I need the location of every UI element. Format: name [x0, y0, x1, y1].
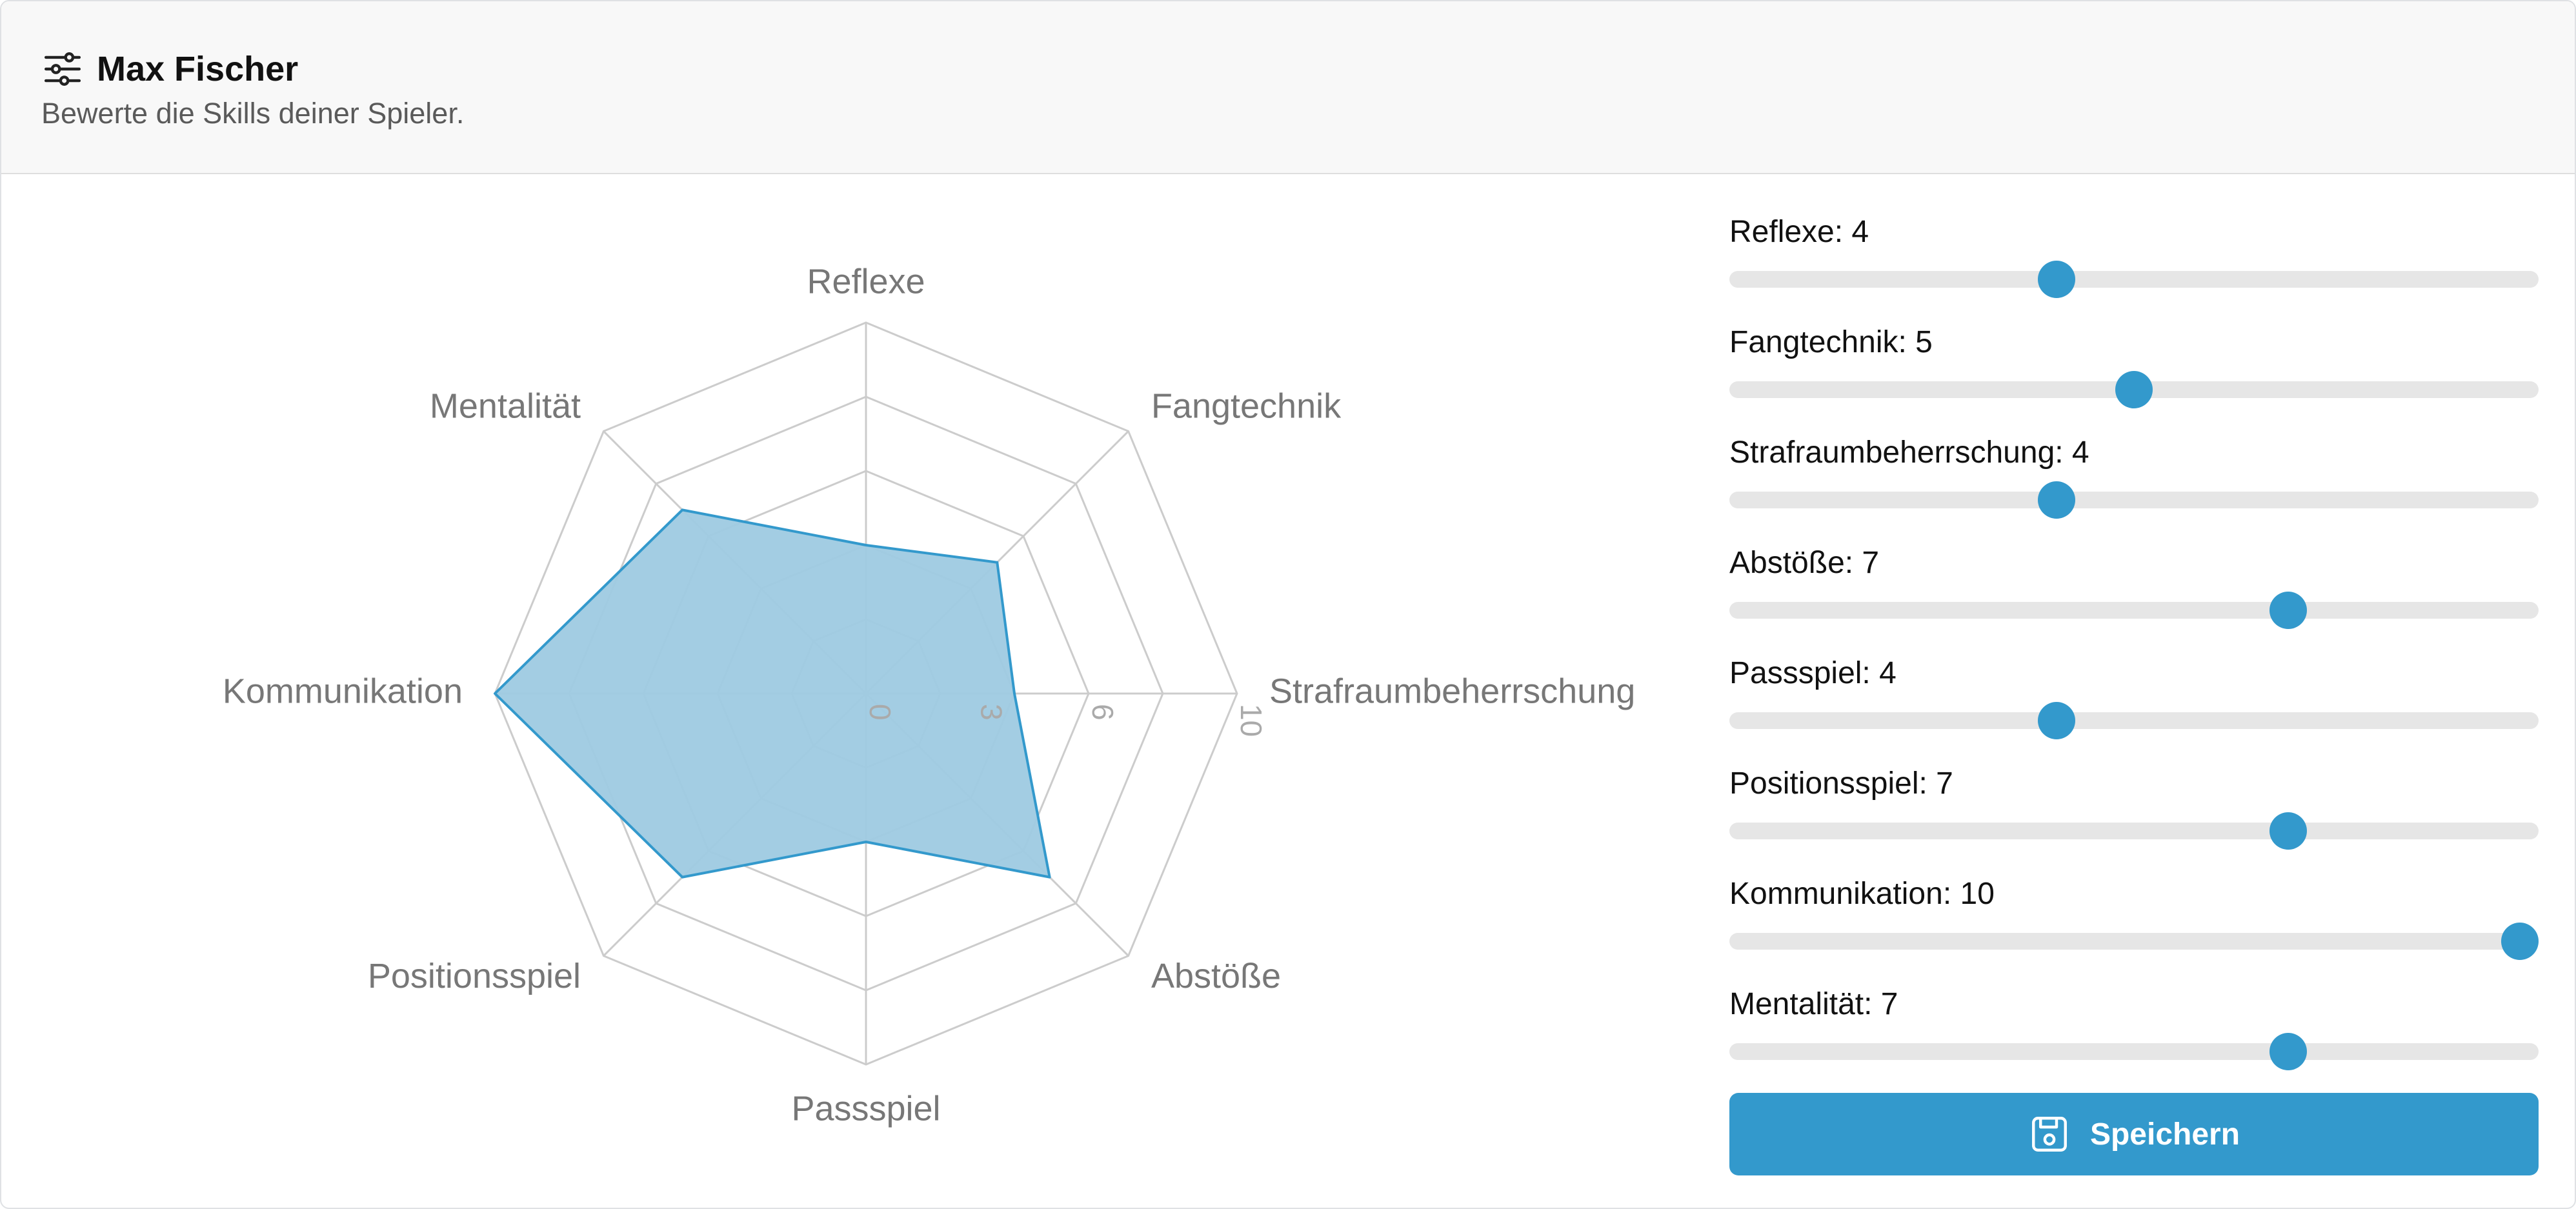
slider-label: Fangtechnik: 5 [1729, 325, 1933, 359]
slider-row: Kommunikation: 10 [1729, 876, 2539, 986]
slider-label: Positionsspiel: 7 [1729, 766, 1953, 801]
slider-thumb[interactable] [2038, 702, 2076, 739]
slider-label: Kommunikation: 10 [1729, 877, 1995, 911]
radar-tick-label: 10 [1234, 704, 1268, 737]
save-button-label: Speichern [2089, 1117, 2240, 1152]
skill-sliders: Reflexe: 4 Fangtechnik: 5 Strafraumbeherrs… [1729, 214, 2539, 1097]
page-title: Max Fischer [97, 50, 299, 88]
slider-thumb[interactable] [2269, 592, 2308, 629]
radar-tick-label: 6 [1086, 704, 1120, 721]
radar-axis-label: Fangtechnik [1151, 386, 1342, 425]
slider-row: Passspiel: 4 [1729, 655, 2539, 766]
page-subtitle: Bewerte die Skills deiner Spieler. [41, 97, 465, 130]
slider-label: Strafraumbeherrschung: 4 [1729, 435, 2089, 470]
slider-label: Abstöße: 7 [1729, 546, 1880, 580]
slider-label: Reflexe: 4 [1729, 215, 1869, 249]
radar-axis-label: Mentalität [430, 386, 581, 425]
floppy-disk-icon [2028, 1113, 2071, 1155]
slider-thumb[interactable] [2269, 1033, 2308, 1070]
slider-label: Mentalität: 7 [1729, 987, 1898, 1021]
radar-chart-area: 0 3 6 10 Reflexe Fangtechnik Strafraumbeherrs… [1, 174, 1692, 1206]
slider-thumb[interactable] [2038, 481, 2076, 519]
radar-data-polygon [494, 508, 1051, 879]
card-header: Max Fischer Bewerte die Skills deiner Sp… [1, 1, 2575, 174]
title-row: Max Fischer [43, 46, 298, 92]
slider-label: Passspiel: 4 [1729, 656, 1897, 690]
slider-track[interactable] [1729, 271, 2539, 288]
slider-row: Mentalität: 7 [1729, 986, 2539, 1097]
slider-row: Reflexe: 4 [1729, 214, 2539, 325]
radar-axis-labels: Reflexe Fangtechnik Strafraumbeherrschung A… [223, 262, 1635, 1128]
slider-track[interactable] [1729, 823, 2539, 839]
slider-row: Fangtechnik: 5 [1729, 325, 2539, 435]
slider-thumb[interactable] [2501, 923, 2539, 960]
slider-track[interactable] [1729, 602, 2539, 619]
radar-axis-label: Passspiel [791, 1089, 940, 1128]
radar-axis-label: Abstöße [1151, 957, 1281, 995]
slider-thumb[interactable] [2269, 812, 2308, 850]
slider-track[interactable] [1729, 1043, 2539, 1060]
slider-track[interactable] [1729, 933, 2539, 950]
slider-row: Abstöße: 7 [1729, 545, 2539, 655]
save-button[interactable]: Speichern [1729, 1093, 2539, 1175]
slider-thumb[interactable] [2038, 261, 2076, 298]
slider-row: Positionsspiel: 7 [1729, 766, 2539, 876]
sliders-icon [43, 49, 83, 89]
radar-axis-label: Positionsspiel [368, 957, 581, 995]
slider-track[interactable] [1729, 712, 2539, 729]
slider-row: Strafraumbeherrschung: 4 [1729, 435, 2539, 545]
radar-tick-label: 3 [974, 704, 1008, 721]
slider-track[interactable] [1729, 492, 2539, 508]
radar-axis-label: Reflexe [807, 262, 925, 301]
radar-axis-label: Strafraumbeherrschung [1269, 672, 1635, 710]
radar-tick-labels: 0 3 6 10 [863, 704, 1268, 737]
radar-chart: 0 3 6 10 Reflexe Fangtechnik Strafraumbeherrs… [223, 262, 1635, 1128]
radar-tick-label: 0 [863, 704, 897, 721]
slider-thumb[interactable] [2115, 371, 2153, 408]
radar-axis-label: Kommunikation [223, 672, 463, 710]
